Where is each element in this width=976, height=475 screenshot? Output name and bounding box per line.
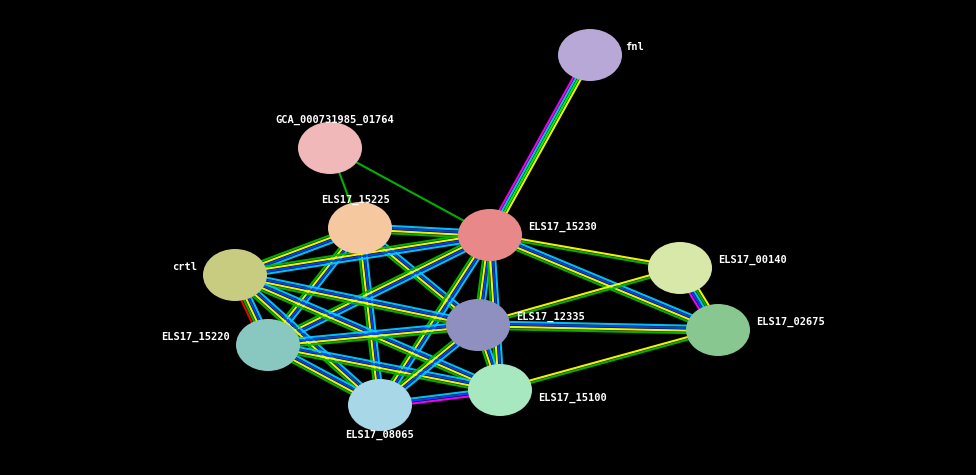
Text: ELS17_12335: ELS17_12335: [516, 312, 585, 322]
Text: GCA_000731985_01764: GCA_000731985_01764: [275, 115, 394, 125]
Text: fnl: fnl: [625, 42, 644, 52]
Ellipse shape: [686, 304, 750, 356]
Ellipse shape: [648, 242, 712, 294]
Ellipse shape: [203, 249, 267, 301]
Ellipse shape: [236, 319, 300, 371]
Text: ELS17_15220: ELS17_15220: [161, 332, 230, 342]
Text: ELS17_15100: ELS17_15100: [538, 393, 607, 403]
Ellipse shape: [558, 29, 622, 81]
Ellipse shape: [298, 122, 362, 174]
Ellipse shape: [458, 209, 522, 261]
Ellipse shape: [328, 202, 392, 254]
Ellipse shape: [348, 379, 412, 431]
Ellipse shape: [468, 364, 532, 416]
Text: ELS17_00140: ELS17_00140: [718, 255, 787, 265]
Text: crtl: crtl: [172, 262, 197, 272]
Text: ELS17_02675: ELS17_02675: [756, 317, 825, 327]
Text: ELS17_15225: ELS17_15225: [321, 195, 389, 205]
Ellipse shape: [446, 299, 510, 351]
Text: ELS17_15230: ELS17_15230: [528, 222, 596, 232]
Text: ELS17_08065: ELS17_08065: [346, 430, 415, 440]
